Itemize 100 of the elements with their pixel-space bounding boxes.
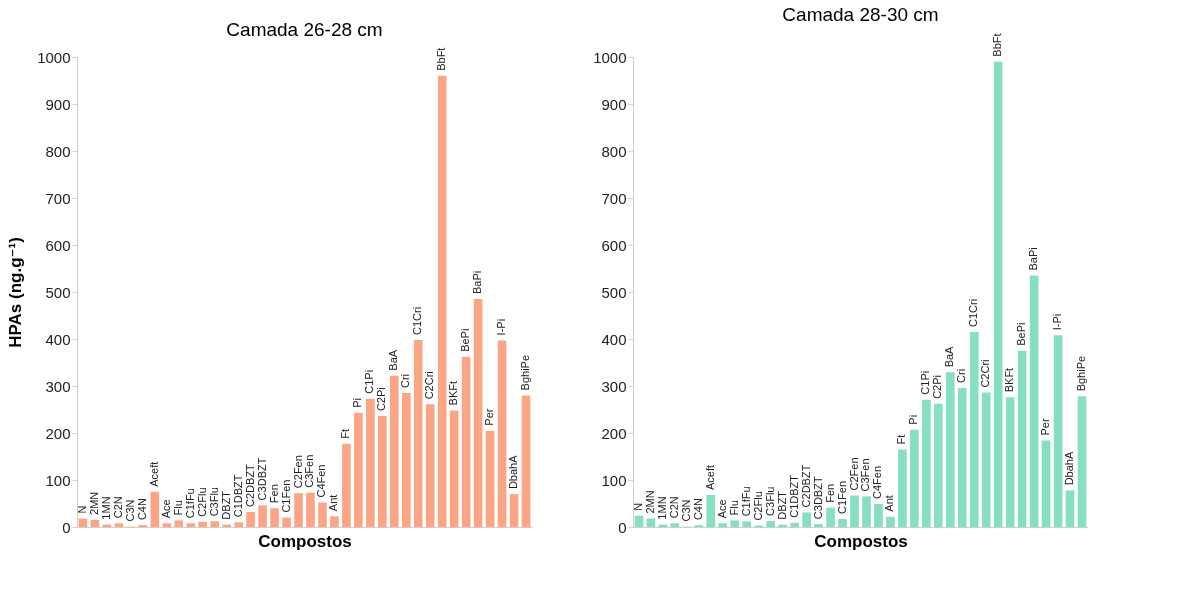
category-label: C2N [111,496,124,519]
bar [790,522,799,527]
category-label: BePi [1015,322,1028,346]
bar [730,520,740,527]
category-label: Fen [823,483,836,503]
y-tick-label: 100 [45,471,71,489]
bar [306,492,315,527]
bar [766,520,776,527]
category-label: BaPi [1027,247,1040,271]
category-label: DBZT [775,490,788,520]
category-label: Ant [327,494,340,512]
bar [389,375,399,527]
category-label: I-Pi [495,318,508,336]
category-label: 2MN [87,491,100,515]
bar [294,493,303,527]
bar [366,398,375,527]
category-label: BghiPe [519,354,532,391]
bar [162,523,172,527]
chart-title: Camada 28-30 cm [782,4,939,26]
category-label: C2Cri [979,359,992,388]
category-label: Flu [727,500,740,516]
bar [246,511,255,527]
category-label: I-Pi [1051,313,1064,331]
y-tick-label: 800 [601,142,627,160]
bar [742,521,752,527]
bar [114,523,124,527]
bar [210,521,220,527]
bar [342,443,351,527]
bar [1041,440,1051,527]
category-label: C2Pi [931,375,944,399]
category-label: C1Pi [919,370,932,395]
x-axis-title: Compostos [258,531,352,551]
category-label: Flu [171,500,184,516]
bar [874,503,883,527]
bar [1065,490,1075,527]
y-tick-label: 400 [601,330,627,348]
y-tick-label: 700 [601,189,627,207]
category-label: C1DBZT [787,474,800,518]
category-label: Per [483,408,496,426]
y-tick-label: 600 [45,236,71,254]
category-label: C1Fen [279,479,292,513]
category-label: BKFt [1003,367,1016,393]
bar [718,523,728,527]
category-label: BaPi [471,270,484,295]
category-label: C4Fen [315,464,328,498]
bar [449,410,459,527]
bar [413,339,423,527]
y-tick-label: 800 [45,142,71,160]
bar [838,519,847,527]
y-tick-label: 200 [601,424,627,442]
category-label: Ant [883,495,896,512]
bar [150,491,160,527]
category-label: DBZT [219,490,232,520]
category-label: C2Cri [423,371,436,400]
category-label: DbahA [507,455,520,490]
bar [1053,335,1063,527]
category-label: C1DBZT [231,474,244,518]
category-label: C3Flu [207,487,220,517]
category-label: C2DBZT [799,464,812,508]
y-tick-label: 500 [45,283,71,301]
y-tick-label: 100 [601,471,627,489]
bar [425,404,435,527]
category-label: Cri [399,373,412,389]
x-axis-title: Compostos [814,531,908,551]
y-tick-label: 600 [601,236,627,254]
category-label: C3Flu [763,486,776,516]
category-label: Pi [351,398,364,408]
category-label: C4N [691,498,704,521]
category-label: C2Pi [375,387,388,412]
y-tick-label: 1000 [37,48,71,66]
y-tick-label: 0 [618,518,627,536]
bar [198,521,208,527]
bar [1029,275,1039,527]
bar [778,524,787,527]
bar [969,331,979,527]
category-label: BbFt [991,33,1004,57]
bar [898,449,907,527]
category-label: Ft [895,434,908,445]
bar [706,495,716,527]
bar [473,299,483,527]
bar [945,372,955,527]
category-label: C3Fen [303,454,316,488]
bar [318,502,327,527]
bar [354,412,363,527]
category-label: 1MN [655,496,668,520]
bar [886,516,895,527]
bar [90,519,100,527]
bar [174,520,184,527]
category-label: C2DBZT [243,464,256,507]
category-label: C3DBZT [811,476,824,520]
category-label: BaA [387,349,400,371]
chart-title: Camada 26-28 cm [226,18,383,40]
y-tick-label: 900 [601,95,627,113]
bar [910,429,919,527]
bar [993,61,1003,527]
category-label: C1Pi [363,369,376,394]
bar [850,495,859,527]
bar [497,340,507,527]
y-tick-label: 500 [601,283,627,301]
bar [437,75,447,527]
